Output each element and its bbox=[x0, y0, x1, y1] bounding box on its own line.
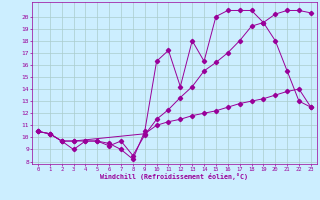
X-axis label: Windchill (Refroidissement éolien,°C): Windchill (Refroidissement éolien,°C) bbox=[100, 173, 248, 180]
